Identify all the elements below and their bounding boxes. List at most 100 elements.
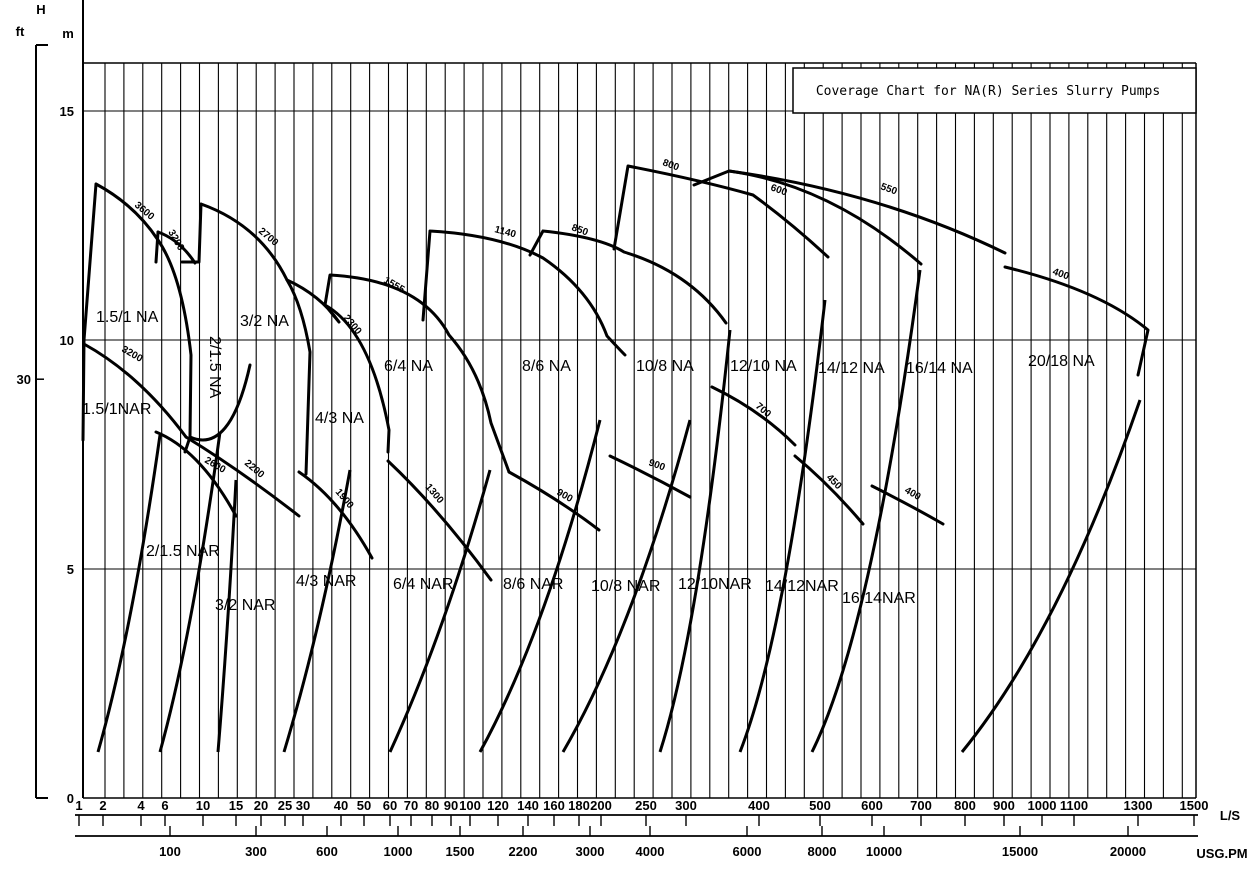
pump-curve: [156, 230, 197, 265]
pump-label: 8/6 NA: [522, 358, 571, 375]
pump-label: 20/18 NA: [1028, 353, 1095, 370]
pump-curve: [82, 342, 238, 518]
pump-label: 3/2 NAR: [215, 597, 275, 614]
pump-label: 16/14 NA: [906, 360, 973, 377]
pump-curve: [184, 435, 301, 518]
x-tick-usgpm: 100: [159, 844, 181, 859]
pump-curve: [960, 399, 1142, 753]
x-tick-ls: 160: [543, 798, 565, 813]
x-tick-ls: 1500: [1180, 798, 1209, 813]
speed-label: 700: [753, 401, 773, 420]
pump-curve: [1003, 265, 1150, 377]
pump-label: 3/2 NA: [240, 313, 289, 330]
speed-label: 900: [647, 457, 667, 473]
speed-label: 400: [903, 485, 923, 503]
pump-label: 8/6 NAR: [503, 576, 563, 593]
x-tick-ls: 1: [75, 798, 82, 813]
pump-curve: [96, 434, 162, 753]
x-tick-usgpm: 1500: [446, 844, 475, 859]
x-tick-usgpm: 1000: [384, 844, 413, 859]
pump-label: 2/1.5 NA: [206, 336, 223, 399]
pump-curve: [793, 454, 865, 526]
x-tick-usgpm: 8000: [808, 844, 837, 859]
pump-label: 1.5/1 NA: [96, 309, 159, 326]
x-tick-ls: 60: [383, 798, 397, 813]
pump-curve: [421, 229, 627, 357]
x-tick-ls: 900: [993, 798, 1015, 813]
pump-curve: [282, 469, 352, 753]
pump-label: 10/8 NAR: [591, 578, 660, 595]
pump-curve: [810, 269, 922, 753]
pump-curve: [323, 303, 391, 454]
x-tick-usgpm: 3000: [576, 844, 605, 859]
x-tick-ls: 400: [748, 798, 770, 813]
x-tick-usgpm: 6000: [733, 844, 762, 859]
x-tick-usgpm: 15000: [1002, 844, 1038, 859]
x-tick-ls: 800: [954, 798, 976, 813]
x-secondary-unit: USG.PM: [1196, 846, 1247, 861]
pump-label: 12/10NAR: [678, 576, 752, 593]
x-tick-ls: 2: [99, 798, 106, 813]
x-tick-ls: 300: [675, 798, 697, 813]
pump-curve: [81, 182, 193, 442]
pump-curve: [216, 479, 238, 753]
x-tick-ls: 700: [910, 798, 932, 813]
axis-ticks: 0510152025303540455055606570758030609012…: [17, 104, 1209, 859]
pump-curve: [297, 470, 374, 560]
pump-curve: [528, 229, 728, 325]
x-tick-ls: 180: [568, 798, 590, 813]
y-tick-m: 5: [67, 562, 74, 577]
chart-frame: [35, 0, 1198, 837]
pump-curve: [658, 329, 732, 753]
pump-curve: [478, 419, 602, 753]
title-box: [792, 67, 1197, 114]
x-tick-ls: 25: [278, 798, 292, 813]
y-tick-ft: 30: [17, 372, 31, 387]
pump-label: 14/12NAR: [765, 578, 839, 595]
x-tick-ls: 40: [334, 798, 348, 813]
pump-curve: [158, 431, 222, 753]
pump-label: 4/3 NA: [315, 410, 364, 427]
speed-label: 550: [879, 181, 899, 197]
pump-curve: [738, 299, 827, 753]
y-axis-label: H: [36, 2, 45, 17]
x-tick-ls: 500: [809, 798, 831, 813]
x-tick-ls: 20: [254, 798, 268, 813]
x-tick-ls: 600: [861, 798, 883, 813]
x-tick-usgpm: 4000: [636, 844, 665, 859]
x-tick-usgpm: 300: [245, 844, 267, 859]
x-tick-ls: 10: [196, 798, 210, 813]
pump-curves: [81, 164, 1150, 753]
x-primary-unit: L/S: [1220, 808, 1241, 823]
pump-curve: [608, 454, 692, 499]
pump-curve: [386, 459, 493, 582]
x-tick-ls: 120: [487, 798, 509, 813]
speed-label: 1140: [493, 224, 517, 240]
speed-label: 450: [824, 472, 844, 492]
pump-curve: [561, 419, 692, 753]
speed-label: 800: [661, 157, 681, 173]
x-tick-ls: 30: [296, 798, 310, 813]
speed-label: 2700: [256, 226, 280, 249]
x-tick-ls: 1300: [1124, 798, 1153, 813]
chart-title: Coverage Chart for NA(R) Series Slurry P…: [816, 84, 1160, 99]
pump-curve: [507, 470, 601, 532]
x-tick-ls: 4: [137, 798, 145, 813]
y-tick-m: 10: [60, 333, 74, 348]
pump-label: 6/4 NA: [384, 358, 433, 375]
x-tick-usgpm: 600: [316, 844, 338, 859]
x-tick-ls: 50: [357, 798, 371, 813]
pump-label: 6/4 NAR: [393, 576, 453, 593]
pump-label: 16/14NAR: [842, 590, 916, 607]
pump-label: 12/10 NA: [730, 358, 797, 375]
pump-labels: 1.5/1 NA 1.5/1NAR 2/1.5 NA 2/1.5 NAR 3/2 NA 3…: [82, 309, 1095, 614]
pump-label: 2/1.5 NAR: [146, 543, 220, 560]
y-tick-m: 0: [67, 791, 74, 806]
x-tick-ls: 70: [404, 798, 418, 813]
pump-label: 10/8 NA: [636, 358, 694, 375]
x-tick-ls: 90: [444, 798, 458, 813]
pump-label: 4/3 NAR: [296, 573, 356, 590]
chart-grid: [83, 63, 1196, 798]
pump-curve: [727, 169, 1007, 255]
